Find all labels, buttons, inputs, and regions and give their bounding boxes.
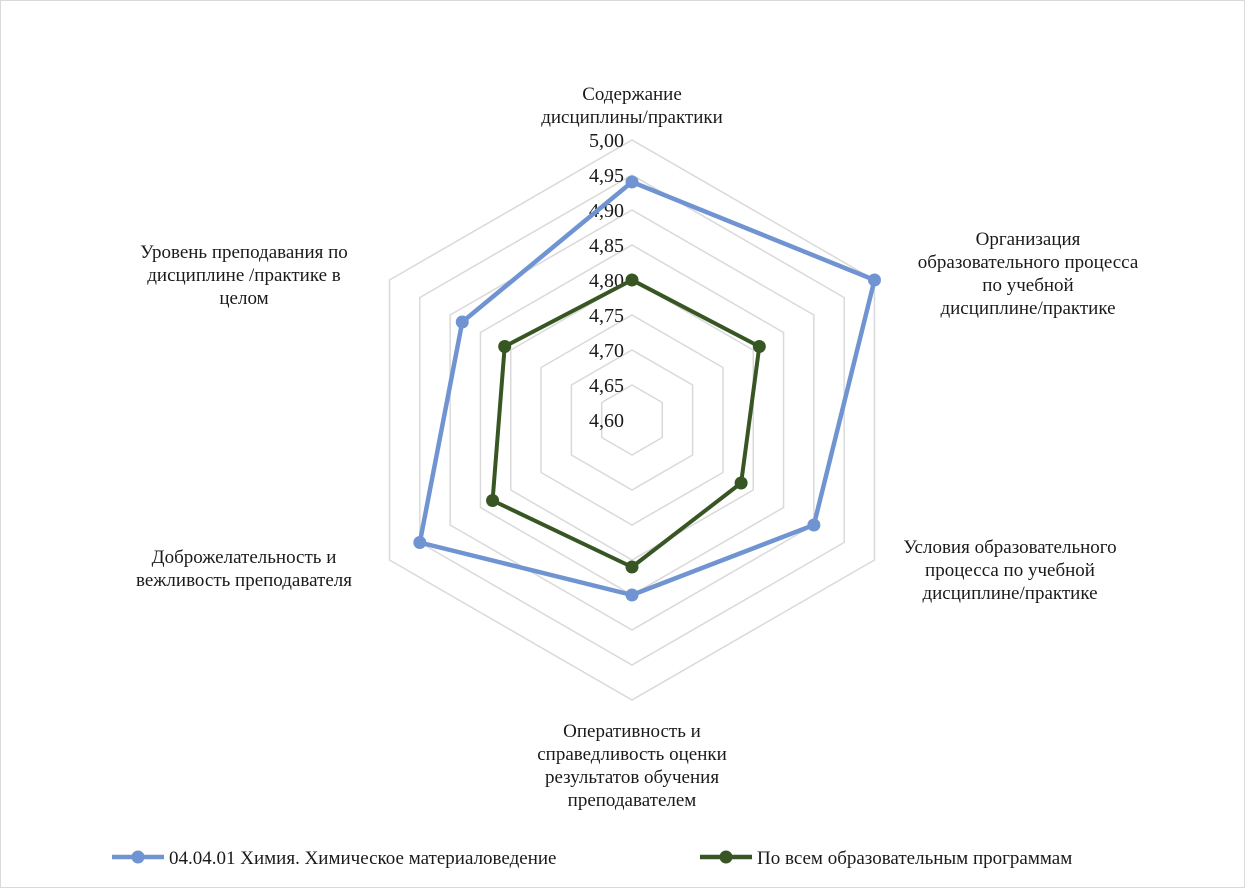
grid-ring (479, 244, 785, 596)
tick-label: 4,90 (589, 200, 624, 222)
category-label: процесса по учебной (925, 560, 1095, 581)
legend: 04.04.01 Химия. Химическое материаловеде… (112, 848, 1072, 869)
series-point (734, 476, 748, 490)
series-point (625, 273, 639, 287)
grid-ring (510, 279, 754, 561)
category-label: преподавателем (568, 790, 697, 811)
category-label: Организация (976, 229, 1081, 250)
grid-ring (419, 174, 845, 666)
category-label: Доброжелательность и (152, 547, 337, 568)
tick-label: 4,95 (589, 165, 624, 187)
category-label: Содержание (582, 84, 682, 105)
category-label: Условия образовательного (903, 537, 1116, 558)
series-line (490, 278, 762, 569)
category-label: целом (219, 288, 268, 309)
tick-labels: 4,604,654,704,754,804,854,904,955,00 (589, 130, 624, 432)
grid-ring (388, 139, 876, 701)
tick-label: 4,85 (589, 235, 624, 257)
tick-label: 4,60 (589, 410, 624, 432)
category-label: дисциплине /практике в (147, 265, 341, 286)
category-label: дисциплины/практики (541, 107, 723, 128)
series-point (752, 340, 766, 353)
grid (388, 139, 876, 701)
series-point (807, 518, 821, 532)
series-point (867, 273, 881, 287)
legend-label: 04.04.01 Химия. Химическое материаловеде… (169, 848, 556, 869)
category-label: Оперативность и (563, 721, 701, 742)
series-point (486, 494, 500, 507)
series-point (455, 315, 469, 329)
series-point (625, 560, 639, 574)
grid-ring (540, 314, 724, 526)
series-line (417, 179, 877, 598)
category-label: образовательного процесса (918, 252, 1139, 273)
category-label: дисциплине/практике (940, 298, 1115, 319)
category-label: по учебной (982, 275, 1073, 296)
legend-marker (719, 850, 733, 864)
series (413, 175, 881, 602)
category-label: результатов обучения (545, 767, 719, 788)
category-label: Уровень преподавания по (140, 242, 348, 263)
grid-ring (570, 349, 694, 491)
series-point (625, 175, 639, 189)
legend-marker (131, 850, 145, 864)
series-point (413, 536, 427, 549)
series-point (625, 588, 639, 602)
grid-ring (449, 209, 815, 631)
category-label: дисциплине/практике (922, 583, 1097, 604)
tick-label: 4,70 (589, 340, 624, 362)
tick-label: 5,00 (589, 130, 624, 152)
category-label: вежливость преподавателя (136, 570, 352, 591)
series-point (498, 340, 512, 353)
grid-ring (600, 384, 664, 456)
tick-label: 4,75 (589, 305, 624, 327)
category-label: справедливость оценки (537, 744, 727, 765)
legend-label: По всем образовательным программам (757, 848, 1072, 869)
tick-label: 4,65 (589, 375, 624, 397)
